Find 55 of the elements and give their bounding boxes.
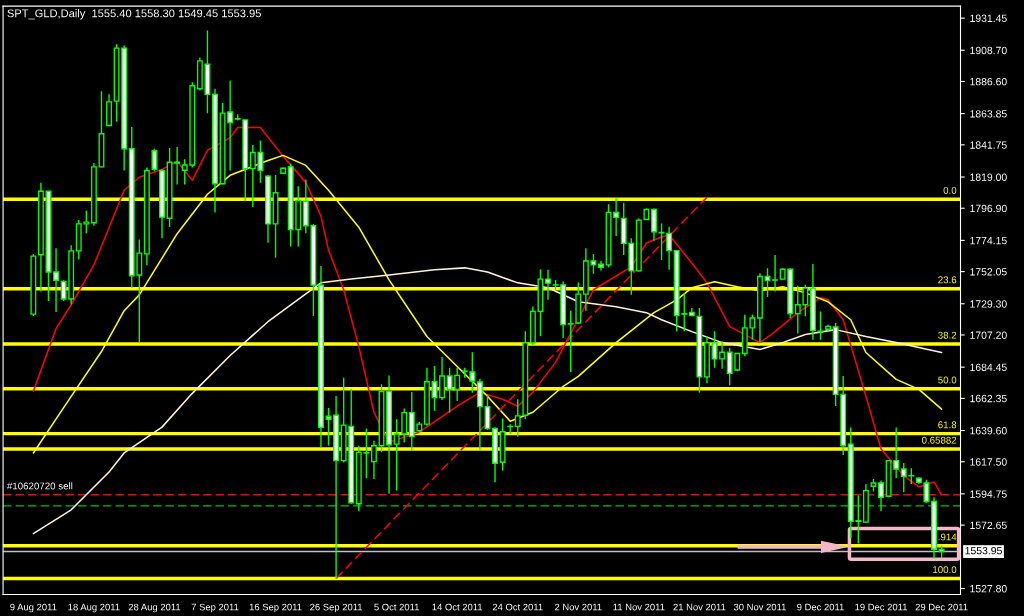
y-tick-label: 1774.15: [970, 236, 1007, 245]
x-tick-label: 29 Dec 2011: [915, 603, 968, 611]
y-tick-label: 1819.00: [970, 173, 1007, 181]
y-tick-label: 1707.20: [970, 331, 1007, 339]
x-tick-label: 16 Sep 2011: [249, 603, 302, 613]
candlestick: [878, 479, 885, 513]
y-tick-label: 1729.30: [970, 300, 1007, 308]
candlestick: [106, 93, 112, 127]
x-tick-label: 28 Aug 2011: [128, 603, 181, 613]
y-tick-label: 1752.05: [970, 268, 1007, 276]
x-tick-label: 19 Dec 2011: [855, 603, 908, 611]
candlestick: [53, 247, 60, 313]
y-tick-label: 1886.60: [970, 77, 1007, 86]
y-tick-label: 1527.80: [970, 585, 1007, 593]
candlestick: [651, 207, 657, 242]
x-tick-label: 26 Sep 2011: [310, 603, 363, 613]
y-tick-label: 1841.75: [970, 141, 1007, 149]
x-tick-label: 18 Aug 2011: [68, 603, 120, 613]
y-tick-label: 1908.70: [970, 46, 1007, 55]
ref-line-label: 1553.95: [965, 546, 1002, 555]
x-tick-label: 9 Aug 2011: [10, 603, 57, 613]
candlestick: [439, 356, 446, 401]
x-tick-label: 24 Oct 2011: [492, 603, 543, 611]
candlestick: [370, 439, 377, 480]
candlestick: [719, 340, 726, 370]
candlestick: [772, 254, 779, 293]
x-tick-label: 11 Nov 2011: [613, 603, 665, 611]
x-tick-label: 5 Oct 2011: [374, 603, 419, 611]
y-tick-label: 1662.35: [970, 394, 1007, 403]
y-tick-label: 1639.60: [970, 427, 1007, 435]
x-tick-label: 14 Oct 2011: [432, 603, 483, 611]
y-tick-label: 1617.50: [970, 458, 1007, 466]
y-tick-label: 1572.65: [970, 521, 1007, 529]
x-tick-label: 9 Dec 2011: [797, 603, 844, 611]
y-tick-label: 1931.45: [970, 14, 1007, 22]
candlestick: [545, 269, 551, 301]
x-tick-label: 21 Nov 2011: [673, 603, 726, 611]
x-tick-label: 30 Nov 2011: [733, 603, 786, 611]
annotation: 50.0: [938, 376, 957, 384]
x-tick-label: 2 Nov 2011: [554, 603, 602, 611]
y-tick-label: 1684.45: [970, 363, 1007, 372]
annotation: 38.2: [938, 331, 957, 339]
annotation: 0.65882: [921, 436, 957, 444]
x-tick-label: 7 Sep 2011: [191, 603, 239, 613]
annotation: 61.8: [938, 421, 957, 429]
chart-title: SPT_GLD,Daily 1555.40 1558.30 1549.45 1553.95: [7, 9, 261, 20]
annotation: 100.0: [933, 566, 957, 574]
y-tick-label: 1594.75: [970, 490, 1007, 498]
y-tick-label: 1863.85: [970, 110, 1007, 118]
annotation: 23.6: [938, 276, 957, 284]
y-tick-label: 1796.90: [970, 204, 1007, 213]
candlestick: [151, 148, 158, 173]
annotation: 0.0: [943, 186, 957, 194]
ref-line-label: #10620720 sell: [6, 482, 73, 490]
annotation: .914: [938, 533, 957, 541]
